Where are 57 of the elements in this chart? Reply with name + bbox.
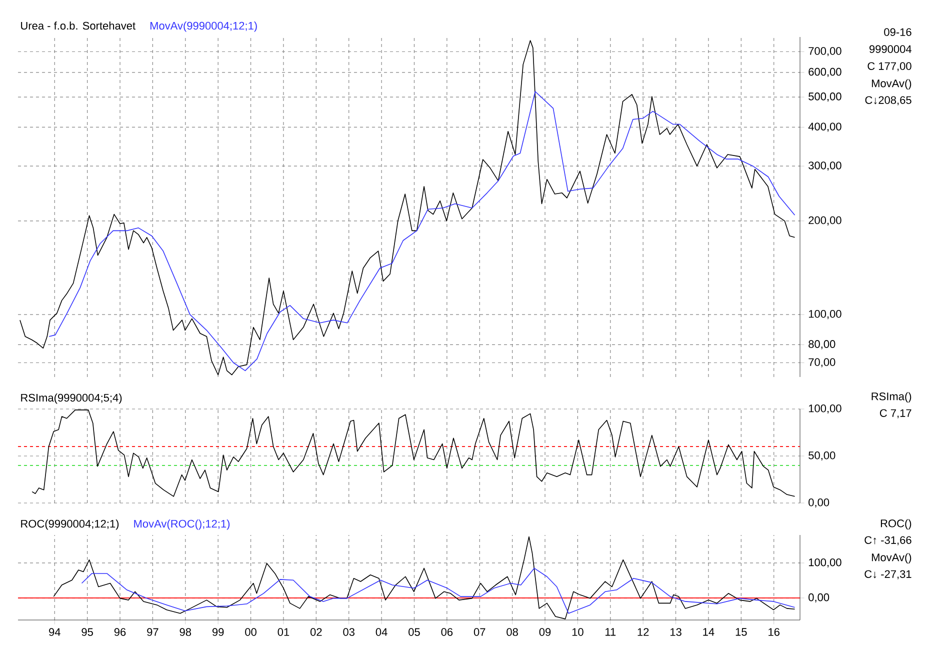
y-tick-label: 500,00 xyxy=(808,92,842,102)
x-tick-label: 97 xyxy=(147,628,158,636)
x-tick-label: 99 xyxy=(212,628,224,636)
text: MovAv(9990004;12;1) xyxy=(150,22,257,32)
y-tick-label: 100,00 xyxy=(808,404,842,414)
text: C↓208,65 xyxy=(865,96,912,106)
y-tick-label: 300,00 xyxy=(808,162,842,171)
y-tick-label: 70,00 xyxy=(808,358,836,368)
chart-title: Urea - f.o.b. Sortehavet xyxy=(21,22,136,30)
text: 09-16 xyxy=(884,28,912,36)
x-tick-label: 95 xyxy=(82,628,93,636)
x-tick-label: 09 xyxy=(539,628,551,636)
y-tick-label: 100,00 xyxy=(808,310,842,320)
x-tick-label: 03 xyxy=(343,628,354,636)
line-series xyxy=(81,568,796,614)
x-tick-label: 10 xyxy=(572,628,584,636)
x-tick-label: 14 xyxy=(703,628,714,636)
text: C↑ -31,66 xyxy=(864,536,912,546)
y-tick-label: 0,00 xyxy=(808,498,830,508)
x-tick-label: 98 xyxy=(180,628,192,636)
text: MovAv(ROC();12;1) xyxy=(134,520,230,530)
text: ROC() xyxy=(880,519,912,530)
text: 9990004 xyxy=(869,45,912,53)
x-tick-label: 15 xyxy=(736,628,747,636)
x-tick-label: 94 xyxy=(49,628,60,636)
x-tick-label: 16 xyxy=(768,628,780,636)
x-tick-label: 02 xyxy=(310,628,322,636)
y-tick-label: 200,00 xyxy=(808,216,842,226)
x-tick-label: 04 xyxy=(376,628,388,636)
y-tick-label: 50,00 xyxy=(808,451,836,461)
x-tick-label: 12 xyxy=(638,628,649,636)
x-tick-label: 00 xyxy=(245,628,256,636)
x-tick-label: 11 xyxy=(606,628,616,636)
line-series xyxy=(48,91,796,372)
y-tick-label: 100,00 xyxy=(808,558,842,568)
line-series xyxy=(20,40,796,376)
text: C↓ -27,31 xyxy=(864,570,912,580)
y-tick-label: 700,00 xyxy=(808,47,842,56)
x-tick-label: 06 xyxy=(441,628,453,636)
y-tick-label: 0,00 xyxy=(808,593,830,603)
text: C 177,00 xyxy=(868,62,912,72)
x-tick-label: 05 xyxy=(408,628,420,636)
y-tick-label: 80,00 xyxy=(808,340,836,350)
x-tick-label: 07 xyxy=(474,628,486,636)
x-tick-label: 13 xyxy=(670,628,682,636)
x-tick-label: 96 xyxy=(114,628,126,636)
chart-title: RSIma(9990004;5;4) xyxy=(21,394,122,404)
y-tick-label: 400,00 xyxy=(808,122,842,132)
text: MovAv() xyxy=(872,79,912,90)
text: RSIma() xyxy=(872,392,912,402)
line-series xyxy=(32,410,796,497)
text: C 7,17 xyxy=(880,409,912,418)
y-tick-label: 600,00 xyxy=(808,68,842,77)
x-tick-label: 01 xyxy=(278,628,290,636)
text: MovAv() xyxy=(872,553,912,564)
x-tick-label: 08 xyxy=(506,628,518,636)
chart-title: ROC(9990004;12;1) xyxy=(21,520,119,530)
